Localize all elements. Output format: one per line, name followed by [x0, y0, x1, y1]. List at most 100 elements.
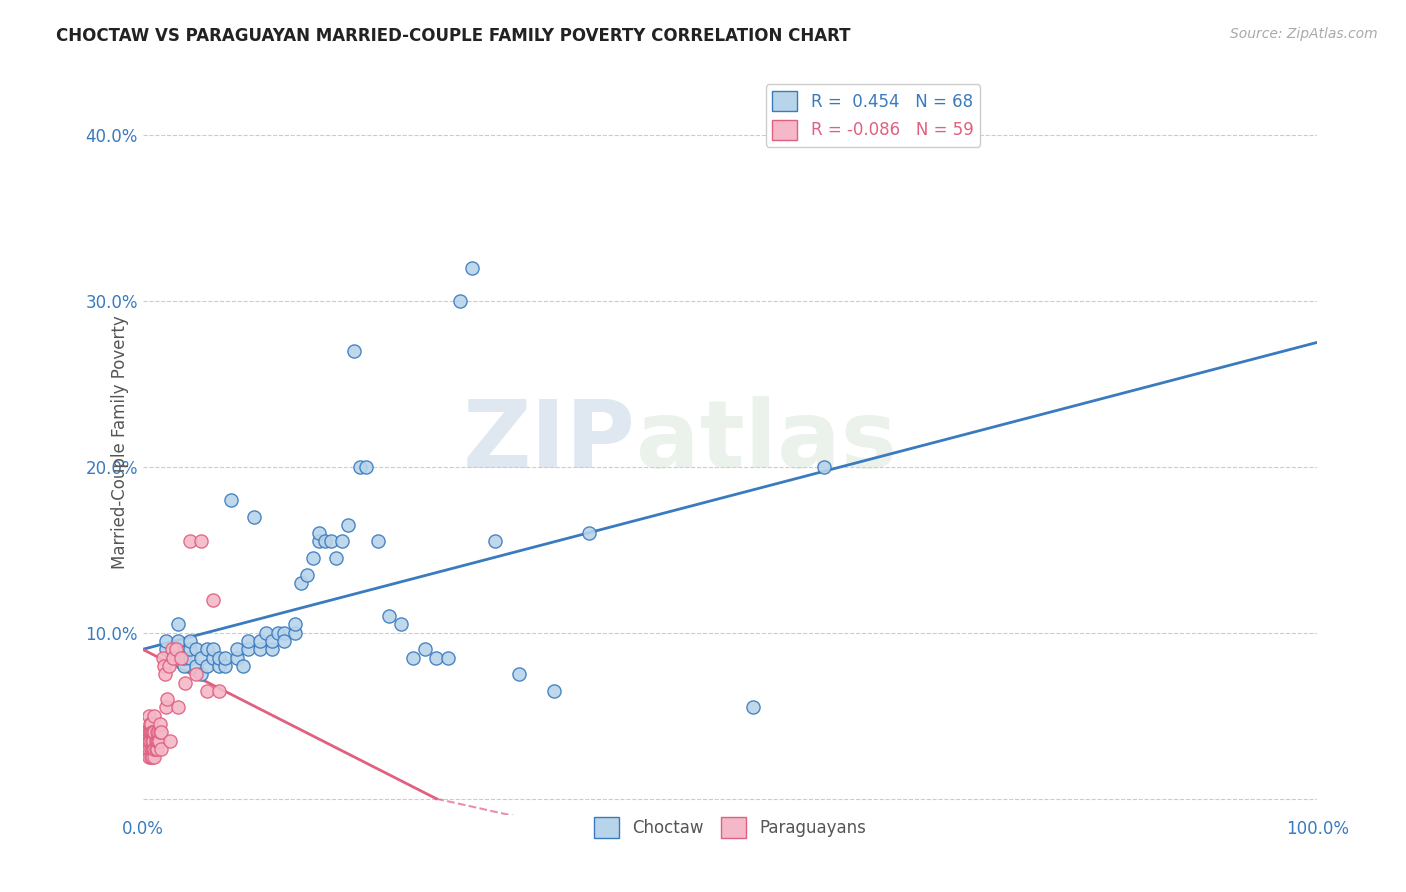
Point: [231, 659, 253, 673]
Point: [225, 650, 247, 665]
Point: [143, 750, 166, 764]
Point: [184, 642, 207, 657]
Point: [273, 634, 295, 648]
Point: [136, 742, 159, 756]
Point: [508, 667, 530, 681]
Point: [142, 733, 165, 747]
Point: [146, 725, 169, 739]
Point: [167, 642, 190, 657]
Point: [149, 717, 172, 731]
Point: [202, 592, 225, 607]
Point: [460, 260, 482, 275]
Point: [425, 650, 447, 665]
Point: [225, 642, 247, 657]
Point: [813, 459, 835, 474]
Point: [314, 534, 336, 549]
Point: [145, 733, 167, 747]
Point: [162, 650, 184, 665]
Point: [173, 659, 195, 673]
Point: [214, 659, 236, 673]
Point: [330, 534, 353, 549]
Point: [243, 509, 266, 524]
Point: [153, 659, 176, 673]
Point: [195, 683, 218, 698]
Point: [337, 517, 360, 532]
Point: [134, 725, 156, 739]
Point: [135, 725, 157, 739]
Point: [325, 551, 347, 566]
Point: [578, 526, 600, 541]
Point: [142, 725, 165, 739]
Point: [284, 625, 307, 640]
Point: [260, 642, 283, 657]
Y-axis label: Married-Couple Family Poverty: Married-Couple Family Poverty: [111, 315, 129, 569]
Point: [195, 642, 218, 657]
Point: [145, 725, 167, 739]
Point: [138, 725, 160, 739]
Point: [389, 617, 412, 632]
Point: [167, 617, 190, 632]
Point: [302, 551, 325, 566]
Point: [167, 634, 190, 648]
Point: [143, 725, 166, 739]
Point: [139, 750, 162, 764]
Point: [145, 742, 167, 756]
Point: [150, 725, 173, 739]
Point: [349, 459, 371, 474]
Point: [214, 650, 236, 665]
Text: atlas: atlas: [636, 396, 897, 488]
Point: [184, 667, 207, 681]
Point: [308, 526, 330, 541]
Point: [179, 642, 201, 657]
Point: [155, 700, 177, 714]
Point: [249, 642, 271, 657]
Point: [179, 534, 201, 549]
Point: [153, 667, 176, 681]
Point: [173, 650, 195, 665]
Point: [136, 725, 159, 739]
Point: [354, 459, 377, 474]
Point: [148, 733, 170, 747]
Point: [141, 750, 163, 764]
Point: [238, 634, 260, 648]
Point: [146, 733, 169, 747]
Point: [138, 717, 160, 731]
Point: [170, 650, 193, 665]
Point: [308, 534, 330, 549]
Point: [145, 742, 167, 756]
Point: [149, 725, 172, 739]
Point: [543, 683, 565, 698]
Point: [284, 617, 307, 632]
Point: [142, 742, 165, 756]
Point: [155, 642, 177, 657]
Point: [249, 634, 271, 648]
Point: [319, 534, 342, 549]
Point: [195, 659, 218, 673]
Point: [157, 659, 180, 673]
Point: [184, 659, 207, 673]
Point: [290, 576, 312, 591]
Point: [160, 650, 183, 665]
Point: [190, 650, 212, 665]
Text: Source: ZipAtlas.com: Source: ZipAtlas.com: [1230, 27, 1378, 41]
Point: [219, 493, 242, 508]
Point: [437, 650, 460, 665]
Point: [174, 675, 197, 690]
Point: [143, 742, 166, 756]
Point: [155, 634, 177, 648]
Point: [138, 725, 160, 739]
Point: [156, 692, 179, 706]
Point: [208, 650, 231, 665]
Point: [343, 343, 366, 358]
Point: [160, 642, 183, 657]
Point: [402, 650, 425, 665]
Point: [138, 742, 160, 756]
Point: [165, 642, 187, 657]
Point: [208, 659, 231, 673]
Point: [413, 642, 436, 657]
Point: [260, 634, 283, 648]
Text: ZIP: ZIP: [463, 396, 636, 488]
Point: [138, 733, 160, 747]
Text: CHOCTAW VS PARAGUAYAN MARRIED-COUPLE FAMILY POVERTY CORRELATION CHART: CHOCTAW VS PARAGUAYAN MARRIED-COUPLE FAM…: [56, 27, 851, 45]
Point: [208, 683, 231, 698]
